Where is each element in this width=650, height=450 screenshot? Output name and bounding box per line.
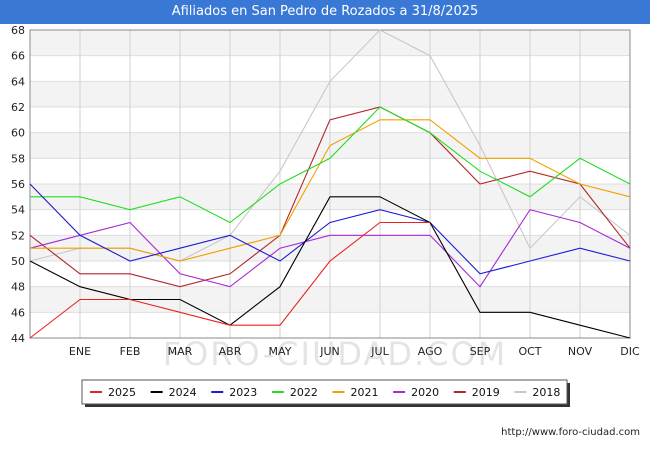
x-tick-label: ABR — [219, 345, 242, 358]
legend-label-2018: 2018 — [532, 386, 560, 399]
x-tick-label: ENE — [69, 345, 91, 358]
x-tick-label: NOV — [568, 345, 593, 358]
y-tick-label: 54 — [11, 204, 25, 217]
legend: 2025 2024 2023 2022 2021 2020 2019 2018 — [81, 379, 570, 407]
legend-label-2021: 2021 — [351, 386, 379, 399]
legend-label-2025: 2025 — [108, 386, 136, 399]
y-axis-ticks: 44 46 48 50 52 54 56 58 60 62 64 66 68 — [11, 24, 25, 345]
x-tick-label: OCT — [518, 345, 541, 358]
x-tick-label: MAY — [269, 345, 292, 358]
x-tick-label: SEP — [470, 345, 491, 358]
y-tick-label: 46 — [11, 306, 25, 319]
x-tick-label: FEB — [120, 345, 141, 358]
y-tick-label: 44 — [11, 332, 25, 345]
y-tick-label: 64 — [11, 75, 25, 88]
series-lines — [29, 29, 631, 339]
series-line-2023 — [29, 183, 631, 275]
watermark-text: FORO-CIUDAD.COM — [163, 335, 508, 373]
y-tick-label: 48 — [11, 281, 25, 294]
y-tick-label: 66 — [11, 50, 25, 63]
legend-label-2019: 2019 — [472, 386, 500, 399]
y-tick-label: 50 — [11, 255, 25, 268]
legend-box — [81, 379, 568, 405]
chart-title: Afiliados en San Pedro de Rozados a 31/8… — [0, 0, 650, 24]
legend-label-2020: 2020 — [411, 386, 439, 399]
x-tick-label: AGO — [418, 345, 443, 358]
y-tick-label: 52 — [11, 229, 25, 242]
y-tick-label: 62 — [11, 101, 25, 114]
series-line-2021 — [30, 119, 631, 262]
y-tick-label: 60 — [11, 127, 25, 140]
y-tick-label: 58 — [11, 152, 25, 165]
y-tick-label: 56 — [11, 178, 25, 191]
x-tick-label: MAR — [168, 345, 193, 358]
x-tick-label: DIC — [620, 345, 640, 358]
x-tick-label: JUN — [319, 345, 340, 358]
series-line-2022 — [30, 106, 631, 224]
y-tick-label: 68 — [11, 24, 25, 37]
legend-label-2024: 2024 — [169, 386, 197, 399]
x-tick-label: JUL — [370, 345, 389, 358]
series-line-2025 — [29, 221, 430, 339]
series-line-2020 — [29, 209, 631, 288]
series-line-2019 — [29, 106, 631, 288]
x-axis-ticks: ENE FEB MAR ABR MAY JUN JUL AGO SEP OCT NOV DIC — [69, 345, 640, 358]
legend-label-2022: 2022 — [290, 386, 318, 399]
legend-label-2023: 2023 — [229, 386, 257, 399]
source-url[interactable]: http://www.foro-ciudad.com — [501, 427, 640, 438]
